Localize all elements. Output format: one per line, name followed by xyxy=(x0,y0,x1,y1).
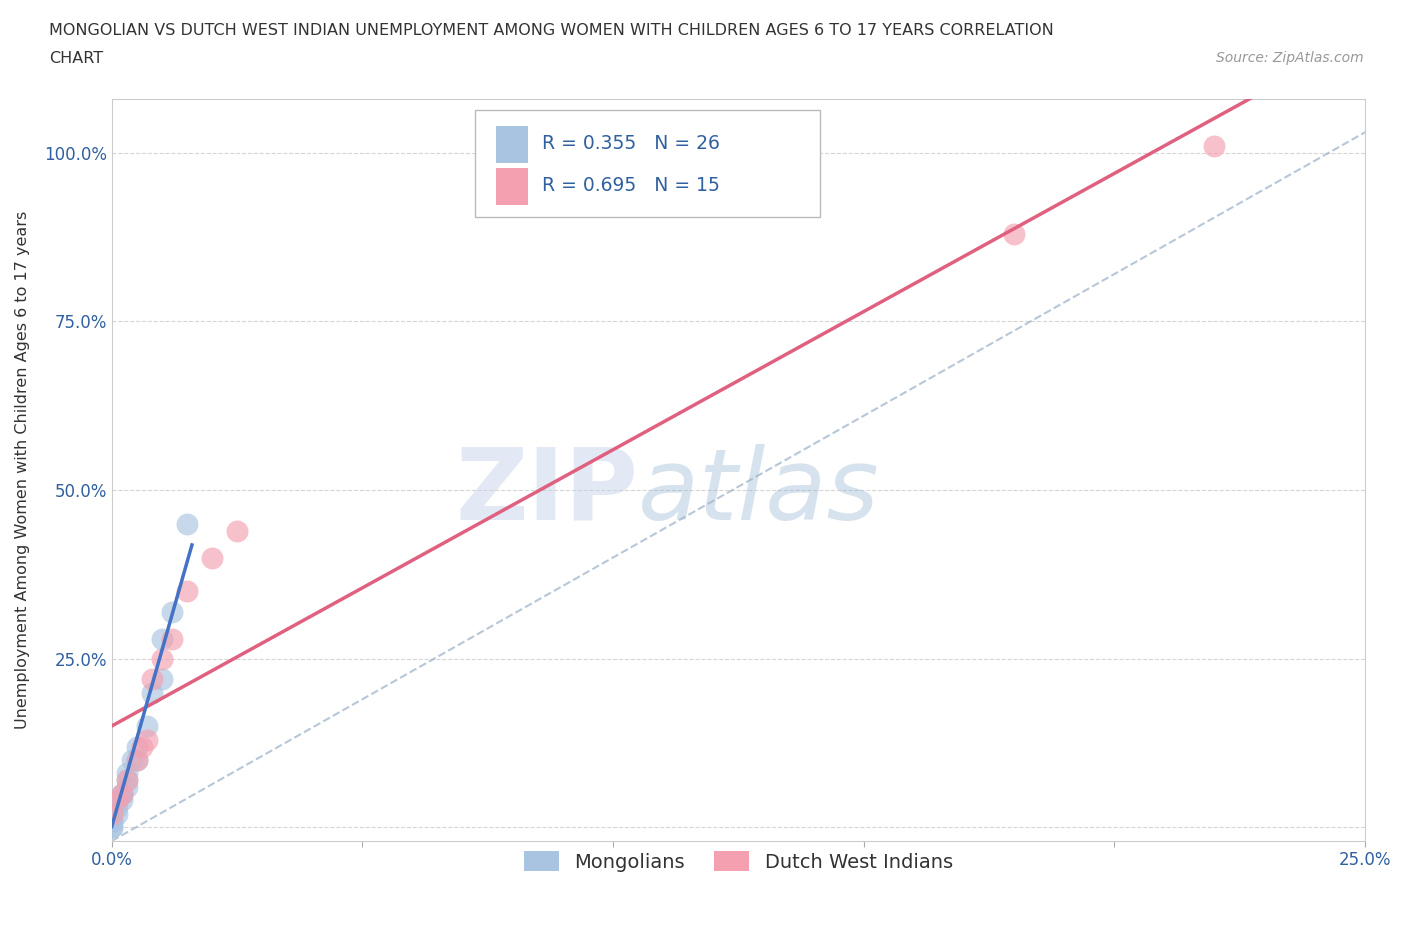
Y-axis label: Unemployment Among Women with Children Ages 6 to 17 years: Unemployment Among Women with Children A… xyxy=(15,211,30,729)
Point xyxy=(100,806,122,821)
Text: MONGOLIAN VS DUTCH WEST INDIAN UNEMPLOYMENT AMONG WOMEN WITH CHILDREN AGES 6 TO : MONGOLIAN VS DUTCH WEST INDIAN UNEMPLOYM… xyxy=(49,23,1054,38)
Point xyxy=(111,786,134,801)
Text: R = 0.355   N = 26: R = 0.355 N = 26 xyxy=(541,134,720,153)
Point xyxy=(100,806,122,821)
Point xyxy=(100,814,122,829)
Point xyxy=(111,786,134,801)
Point xyxy=(111,786,134,801)
Legend: Mongolians, Dutch West Indians: Mongolians, Dutch West Indians xyxy=(516,844,960,880)
Point xyxy=(115,779,138,794)
Point xyxy=(100,806,122,821)
Point xyxy=(100,806,122,821)
Point xyxy=(121,752,143,767)
Point xyxy=(115,773,138,788)
Point xyxy=(115,773,138,788)
FancyBboxPatch shape xyxy=(496,126,527,164)
Point xyxy=(125,739,148,754)
FancyBboxPatch shape xyxy=(475,110,820,218)
Point xyxy=(100,820,122,835)
Point xyxy=(100,800,122,815)
Point xyxy=(100,820,122,835)
Point xyxy=(125,752,148,767)
Point xyxy=(160,631,183,646)
Point xyxy=(105,793,128,808)
Point xyxy=(141,671,163,686)
Text: atlas: atlas xyxy=(638,444,880,540)
Point xyxy=(135,732,157,747)
Point xyxy=(1002,226,1025,241)
Text: Source: ZipAtlas.com: Source: ZipAtlas.com xyxy=(1216,51,1364,65)
Point xyxy=(226,524,249,538)
Point xyxy=(105,800,128,815)
Point xyxy=(100,814,122,829)
Point xyxy=(115,766,138,781)
Point xyxy=(105,793,128,808)
Point xyxy=(141,685,163,700)
Point xyxy=(131,739,153,754)
FancyBboxPatch shape xyxy=(496,167,527,205)
Point xyxy=(150,651,173,666)
Point xyxy=(1204,139,1226,153)
Point xyxy=(160,604,183,619)
Point xyxy=(125,752,148,767)
Text: R = 0.695   N = 15: R = 0.695 N = 15 xyxy=(541,176,720,195)
Point xyxy=(176,584,198,599)
Point xyxy=(201,551,224,565)
Text: ZIP: ZIP xyxy=(456,444,638,540)
Text: CHART: CHART xyxy=(49,51,103,66)
Point xyxy=(150,631,173,646)
Point xyxy=(111,793,134,808)
Point xyxy=(176,516,198,531)
Point xyxy=(135,719,157,734)
Point xyxy=(105,806,128,821)
Point xyxy=(150,671,173,686)
